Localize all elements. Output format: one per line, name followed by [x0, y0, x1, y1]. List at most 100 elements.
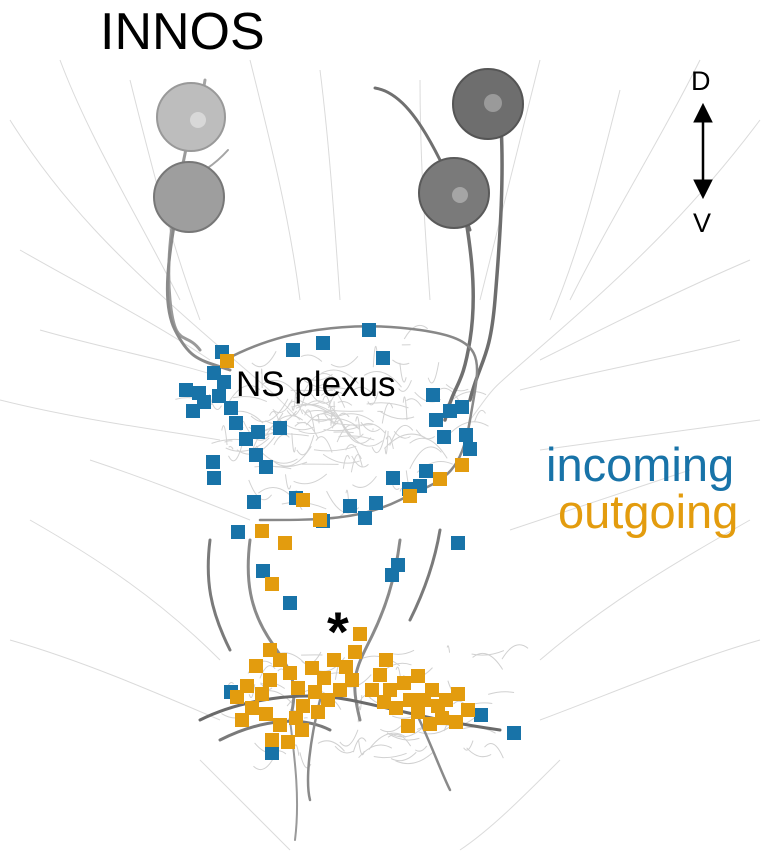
synapse-marker	[417, 693, 431, 707]
synapse-marker	[206, 455, 220, 469]
synapse-marker	[308, 685, 322, 699]
synapse-marker	[385, 568, 399, 582]
synapse-marker	[229, 416, 243, 430]
synapse-marker	[327, 653, 341, 667]
synapse-marker	[186, 404, 200, 418]
synapse-marker	[455, 458, 469, 472]
synapse-marker	[403, 489, 417, 503]
synapse-marker	[362, 323, 376, 337]
synapse-marker	[249, 448, 263, 462]
dv-orientation-arrow	[693, 102, 713, 200]
synapse-marker	[313, 513, 327, 527]
synapse-marker	[433, 472, 447, 486]
cell-bodies	[153, 68, 524, 233]
synapse-marker	[401, 719, 415, 733]
synapse-marker	[281, 735, 295, 749]
synapse-marker	[317, 671, 331, 685]
synapse-marker	[426, 388, 440, 402]
soma-highlight	[484, 94, 502, 112]
synapse-marker	[435, 711, 449, 725]
soma-highlight	[190, 112, 206, 128]
synapse-marker	[263, 643, 277, 657]
synapse-marker	[455, 400, 469, 414]
synapse-marker	[217, 375, 231, 389]
synapse-marker	[451, 536, 465, 550]
synapse-marker	[179, 383, 193, 397]
synapse-marker	[339, 660, 353, 674]
synapse-marker	[251, 425, 265, 439]
ns-plexus-tangle	[175, 324, 489, 520]
synapse-marker	[377, 695, 391, 709]
synapse-marker	[423, 717, 437, 731]
synapse-marker	[437, 430, 451, 444]
synapse-marker	[379, 653, 393, 667]
synapse-marker	[286, 343, 300, 357]
synapse-marker	[283, 596, 297, 610]
legend-outgoing: outgoing	[558, 485, 739, 538]
synapse-marker	[230, 690, 244, 704]
synapse-marker	[220, 354, 234, 368]
synapse-marker	[449, 715, 463, 729]
synapse-marker	[419, 464, 433, 478]
synapse-marker	[411, 669, 425, 683]
synapse-marker	[235, 713, 249, 727]
synapse-marker	[474, 708, 488, 722]
synapse-marker	[255, 524, 269, 538]
legend-incoming: incoming	[546, 438, 735, 491]
synapse-marker	[348, 645, 362, 659]
synapse-marker	[295, 723, 309, 737]
synapse-marker	[373, 668, 387, 682]
synapse-marker	[463, 442, 477, 456]
synapse-marker	[443, 404, 457, 418]
synapse-marker	[403, 693, 417, 707]
outgoing-synapses	[220, 354, 475, 749]
synapse-marker	[343, 499, 357, 513]
synapse-marker	[289, 711, 303, 725]
synapse-marker	[239, 432, 253, 446]
synapse-marker	[240, 679, 254, 693]
synapse-marker	[321, 693, 335, 707]
synapse-marker	[197, 395, 211, 409]
synapse-marker	[265, 746, 279, 760]
synapse-marker	[283, 666, 297, 680]
background-fibers	[0, 59, 761, 851]
synapse-marker	[365, 683, 379, 697]
synapse-marker	[259, 707, 273, 721]
synapse-marker	[273, 421, 287, 435]
synapse-marker	[411, 705, 425, 719]
synapse-marker	[247, 495, 261, 509]
soma-light-lower	[153, 161, 225, 233]
synapse-marker	[429, 413, 443, 427]
synapse-marker	[305, 661, 319, 675]
synapse-marker	[245, 701, 259, 715]
dorsal-label: D	[691, 66, 711, 96]
synapse-marker	[224, 401, 238, 415]
synapse-marker	[265, 733, 279, 747]
synapse-marker	[461, 703, 475, 717]
synapse-marker	[207, 471, 221, 485]
synapse-marker	[507, 726, 521, 740]
synapse-marker	[212, 389, 226, 403]
synapse-marker	[389, 701, 403, 715]
synapse-marker	[316, 336, 330, 350]
synapse-marker	[333, 683, 347, 697]
asterisk-marker: *	[327, 600, 349, 663]
synapse-marker	[255, 687, 269, 701]
synapse-marker	[358, 511, 372, 525]
synapse-marker	[459, 428, 473, 442]
synapse-marker	[296, 699, 310, 713]
ventral-label: V	[693, 208, 712, 238]
synapse-marker	[256, 564, 270, 578]
synapse-marker	[369, 496, 383, 510]
synapse-marker	[259, 460, 273, 474]
synapse-marker	[383, 683, 397, 697]
synapse-marker	[345, 673, 359, 687]
synapse-marker	[451, 687, 465, 701]
synapse-marker	[397, 676, 411, 690]
ns-plexus-label: NS plexus	[236, 365, 396, 404]
synapse-marker	[249, 659, 263, 673]
synapse-marker	[273, 718, 287, 732]
synapse-marker	[263, 673, 277, 687]
synapse-marker	[265, 577, 279, 591]
